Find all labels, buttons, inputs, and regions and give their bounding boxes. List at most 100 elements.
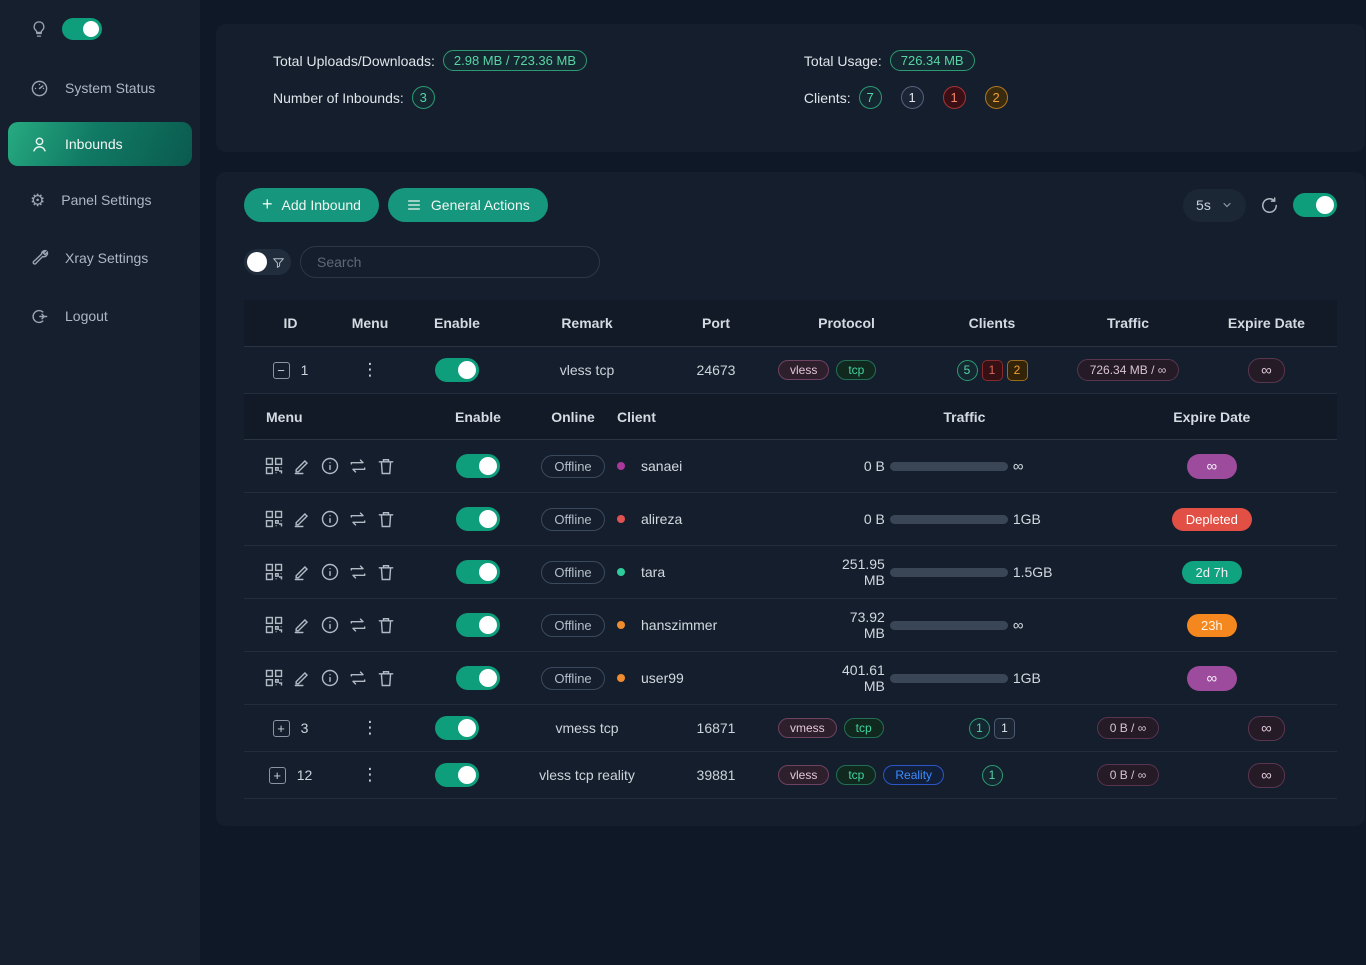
client-row: Offline user99 401.61 MB 1GB ∞	[244, 652, 1337, 705]
traffic-limit: 1GB	[1012, 511, 1041, 527]
reset-traffic-icon[interactable]	[348, 509, 368, 529]
inbound-remark: vless tcp	[559, 362, 615, 378]
row-menu-button[interactable]: ⋮	[361, 718, 379, 737]
info-icon[interactable]	[320, 615, 340, 635]
client-enable-toggle[interactable]	[456, 613, 500, 637]
row-menu-button[interactable]: ⋮	[361, 765, 379, 784]
traffic-bar	[889, 567, 1008, 577]
traffic-used: 401.61 MB	[842, 662, 885, 694]
inbound-enable-toggle[interactable]	[435, 716, 479, 740]
col-menu: Menu	[351, 315, 389, 331]
expand-row-button[interactable]: +	[272, 719, 290, 737]
inbound-row: + 3 ⋮ vmess tcp 16871 vmess tcp 1 1 0 B …	[244, 705, 1337, 752]
plus-icon: +	[262, 193, 273, 214]
col-menu: Menu	[266, 408, 303, 425]
expire-badge: ∞	[1186, 453, 1237, 479]
client-enable-toggle[interactable]	[456, 560, 500, 584]
qrcode-icon[interactable]	[264, 668, 284, 688]
gear-icon: ⚙	[30, 190, 46, 210]
row-menu-button[interactable]: ⋮	[361, 360, 379, 379]
expire-badge: 23h	[1186, 613, 1237, 637]
delete-icon[interactable]	[376, 456, 396, 476]
qrcode-icon[interactable]	[264, 562, 284, 582]
edit-icon[interactable]	[292, 615, 312, 635]
dashboard-icon	[31, 80, 48, 96]
edit-icon[interactable]	[292, 509, 312, 529]
info-icon[interactable]	[320, 562, 340, 582]
menu-lines-icon	[407, 200, 420, 210]
main-content: Total Uploads/Downloads: 2.98 MB / 723.3…	[200, 0, 1366, 965]
sidebar-item-panel-settings[interactable]: ⚙ Panel Settings	[0, 176, 200, 224]
protocol-tag: vmess	[778, 718, 837, 738]
expire-pill: ∞	[1248, 357, 1285, 383]
sidebar-item-inbounds[interactable]: Inbounds	[8, 122, 192, 166]
qrcode-icon[interactable]	[264, 509, 284, 529]
online-status-badge: Offline	[541, 507, 605, 531]
expire-pill: ∞	[1248, 762, 1285, 788]
client-table-header: Menu Enable Online Client Traffic Expire…	[244, 394, 1337, 440]
col-enable: Enable	[455, 408, 501, 425]
chevron-down-icon	[1223, 202, 1231, 208]
delete-icon[interactable]	[376, 509, 396, 529]
info-icon[interactable]	[320, 509, 340, 529]
total-uploads-value: 2.98 MB / 723.36 MB	[442, 50, 587, 71]
reset-traffic-icon[interactable]	[348, 615, 368, 635]
traffic-used: 73.92 MB	[849, 609, 885, 641]
client-enable-toggle[interactable]	[456, 454, 500, 478]
client-name: hanszimmer	[641, 617, 718, 633]
refresh-interval-select[interactable]: 5s	[1183, 188, 1246, 222]
client-color-dot	[617, 621, 625, 629]
sidebar-item-xray-settings[interactable]: Xray Settings	[0, 234, 200, 282]
auto-refresh-toggle[interactable]	[1292, 193, 1337, 217]
theme-bulb-icon	[30, 20, 48, 38]
delete-icon[interactable]	[376, 562, 396, 582]
edit-icon[interactable]	[292, 562, 312, 582]
qrcode-icon[interactable]	[264, 615, 284, 635]
search-input[interactable]	[300, 246, 600, 278]
inbound-enable-toggle[interactable]	[435, 358, 479, 382]
general-actions-button[interactable]: General Actions	[387, 188, 548, 222]
transport-tag: tcp	[836, 360, 877, 380]
sidebar-item-logout[interactable]: Logout	[0, 292, 200, 340]
add-inbound-button[interactable]: + Add Inbound	[244, 188, 379, 222]
traffic-bar	[889, 514, 1008, 524]
reset-traffic-icon[interactable]	[348, 562, 368, 582]
col-expire: Expire Date	[1173, 408, 1251, 425]
expire-badge: ∞	[1186, 665, 1237, 691]
client-color-dot	[617, 674, 625, 682]
client-enable-toggle[interactable]	[456, 507, 500, 531]
user-icon	[33, 136, 46, 152]
col-remark: Remark	[561, 315, 613, 331]
traffic-pill: 726.34 MB / ∞	[1076, 359, 1180, 381]
reset-traffic-icon[interactable]	[348, 456, 368, 476]
clients-online-badge: 1	[900, 86, 924, 109]
edit-icon[interactable]	[292, 456, 312, 476]
expand-row-button[interactable]: +	[268, 766, 286, 784]
sidebar-item-label: Xray Settings	[65, 250, 149, 266]
delete-icon[interactable]	[376, 615, 396, 635]
info-icon[interactable]	[320, 668, 340, 688]
traffic-limit: 1GB	[1012, 670, 1041, 686]
inbound-remark: vmess tcp	[555, 720, 619, 736]
client-name: tara	[641, 564, 666, 580]
theme-toggle[interactable]	[62, 18, 102, 40]
inbound-id: 3	[300, 720, 309, 736]
filter-toggle[interactable]	[244, 249, 291, 275]
client-enable-toggle[interactable]	[456, 666, 500, 690]
reset-traffic-icon[interactable]	[348, 668, 368, 688]
total-usage-value: 726.34 MB	[889, 50, 975, 71]
transport-tag: tcp	[836, 765, 877, 785]
edit-icon[interactable]	[292, 668, 312, 688]
clients-depleted-badge: 1	[942, 86, 966, 109]
sidebar-item-system-status[interactable]: System Status	[0, 64, 200, 112]
refresh-icon[interactable]	[1260, 196, 1279, 215]
inbound-row: + 12 ⋮ vless tcp reality 39881 vless tcp…	[244, 752, 1337, 799]
traffic-used: 0 B	[863, 458, 885, 474]
client-name: alireza	[641, 511, 683, 527]
delete-icon[interactable]	[376, 668, 396, 688]
traffic-limit: ∞	[1012, 616, 1024, 634]
qrcode-icon[interactable]	[264, 456, 284, 476]
info-icon[interactable]	[320, 456, 340, 476]
collapse-row-button[interactable]: −	[272, 361, 290, 379]
inbound-enable-toggle[interactable]	[435, 763, 479, 787]
